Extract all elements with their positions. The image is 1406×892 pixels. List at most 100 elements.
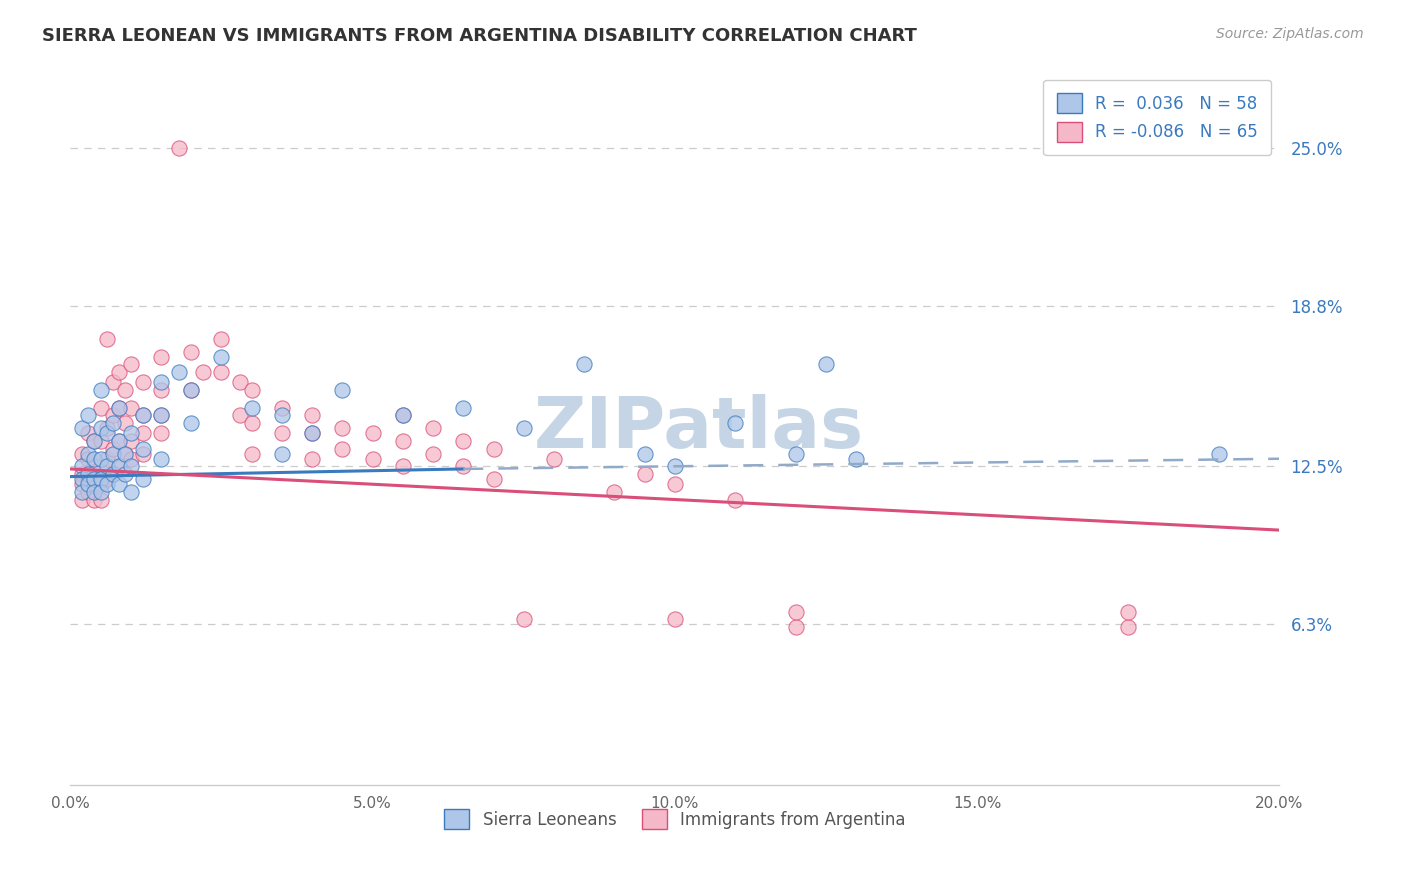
Point	[101, 467, 124, 481]
Point	[107, 434, 129, 448]
Point	[101, 416, 124, 430]
Point	[1116, 620, 1139, 634]
Point	[96, 332, 118, 346]
Point	[785, 605, 807, 619]
Point	[240, 383, 263, 397]
Point	[90, 383, 111, 397]
Point	[107, 434, 129, 448]
Point	[83, 451, 105, 466]
Point	[664, 477, 686, 491]
Point	[120, 426, 142, 441]
Point	[72, 421, 94, 435]
Point	[150, 409, 172, 423]
Point	[785, 447, 807, 461]
Point	[391, 409, 415, 423]
Point	[77, 409, 100, 423]
Point	[301, 409, 323, 423]
Point	[132, 442, 155, 456]
Point	[180, 383, 202, 397]
Point	[1116, 605, 1139, 619]
Point	[107, 401, 129, 415]
Point	[150, 376, 172, 390]
Point	[101, 447, 124, 461]
Point	[90, 401, 111, 415]
Point	[77, 477, 100, 491]
Point	[193, 365, 215, 379]
Point	[1208, 447, 1230, 461]
Point	[132, 409, 155, 423]
Point	[211, 350, 233, 364]
Point	[240, 447, 263, 461]
Point	[83, 434, 105, 448]
Point	[120, 434, 142, 448]
Point	[167, 365, 190, 379]
Point	[724, 416, 747, 430]
Point	[574, 358, 596, 372]
Point	[815, 358, 838, 372]
Point	[132, 472, 155, 486]
Point	[107, 459, 129, 474]
Point	[301, 451, 323, 466]
Point	[422, 421, 444, 435]
Point	[240, 416, 263, 430]
Point	[107, 477, 129, 491]
Point	[96, 477, 118, 491]
Point	[72, 472, 94, 486]
Point	[90, 484, 111, 499]
Text: ZIPatlas: ZIPatlas	[534, 393, 865, 463]
Point	[633, 447, 655, 461]
Point	[114, 467, 136, 481]
Point	[120, 459, 142, 474]
Point	[83, 434, 105, 448]
Point	[77, 467, 100, 481]
Point	[101, 409, 124, 423]
Point	[633, 467, 655, 481]
Point	[96, 421, 118, 435]
Point	[132, 376, 155, 390]
Point	[83, 477, 105, 491]
Point	[83, 484, 105, 499]
Point	[150, 350, 172, 364]
Point	[228, 376, 250, 390]
Point	[77, 447, 100, 461]
Point	[150, 409, 172, 423]
Legend: Sierra Leoneans, Immigrants from Argentina: Sierra Leoneans, Immigrants from Argenti…	[433, 797, 917, 841]
Point	[270, 426, 294, 441]
Point	[785, 620, 807, 634]
Point	[422, 447, 444, 461]
Point	[83, 492, 105, 507]
Point	[211, 365, 233, 379]
Point	[90, 434, 111, 448]
Point	[72, 459, 94, 474]
Point	[332, 442, 354, 456]
Point	[72, 492, 94, 507]
Point	[83, 459, 105, 474]
Point	[120, 484, 142, 499]
Point	[453, 434, 475, 448]
Point	[228, 409, 250, 423]
Point	[120, 358, 142, 372]
Point	[83, 472, 105, 486]
Point	[513, 421, 536, 435]
Point	[391, 459, 415, 474]
Point	[77, 426, 100, 441]
Point	[603, 484, 626, 499]
Point	[90, 451, 111, 466]
Point	[332, 421, 354, 435]
Point	[361, 451, 384, 466]
Point	[114, 447, 136, 461]
Point	[180, 416, 202, 430]
Point	[90, 459, 111, 474]
Point	[114, 416, 136, 430]
Point	[101, 467, 124, 481]
Text: Source: ZipAtlas.com: Source: ZipAtlas.com	[1216, 27, 1364, 41]
Point	[72, 484, 94, 499]
Point	[77, 484, 100, 499]
Point	[120, 451, 142, 466]
Point	[391, 409, 415, 423]
Point	[96, 451, 118, 466]
Point	[453, 459, 475, 474]
Point	[90, 472, 111, 486]
Point	[211, 332, 233, 346]
Point	[724, 492, 747, 507]
